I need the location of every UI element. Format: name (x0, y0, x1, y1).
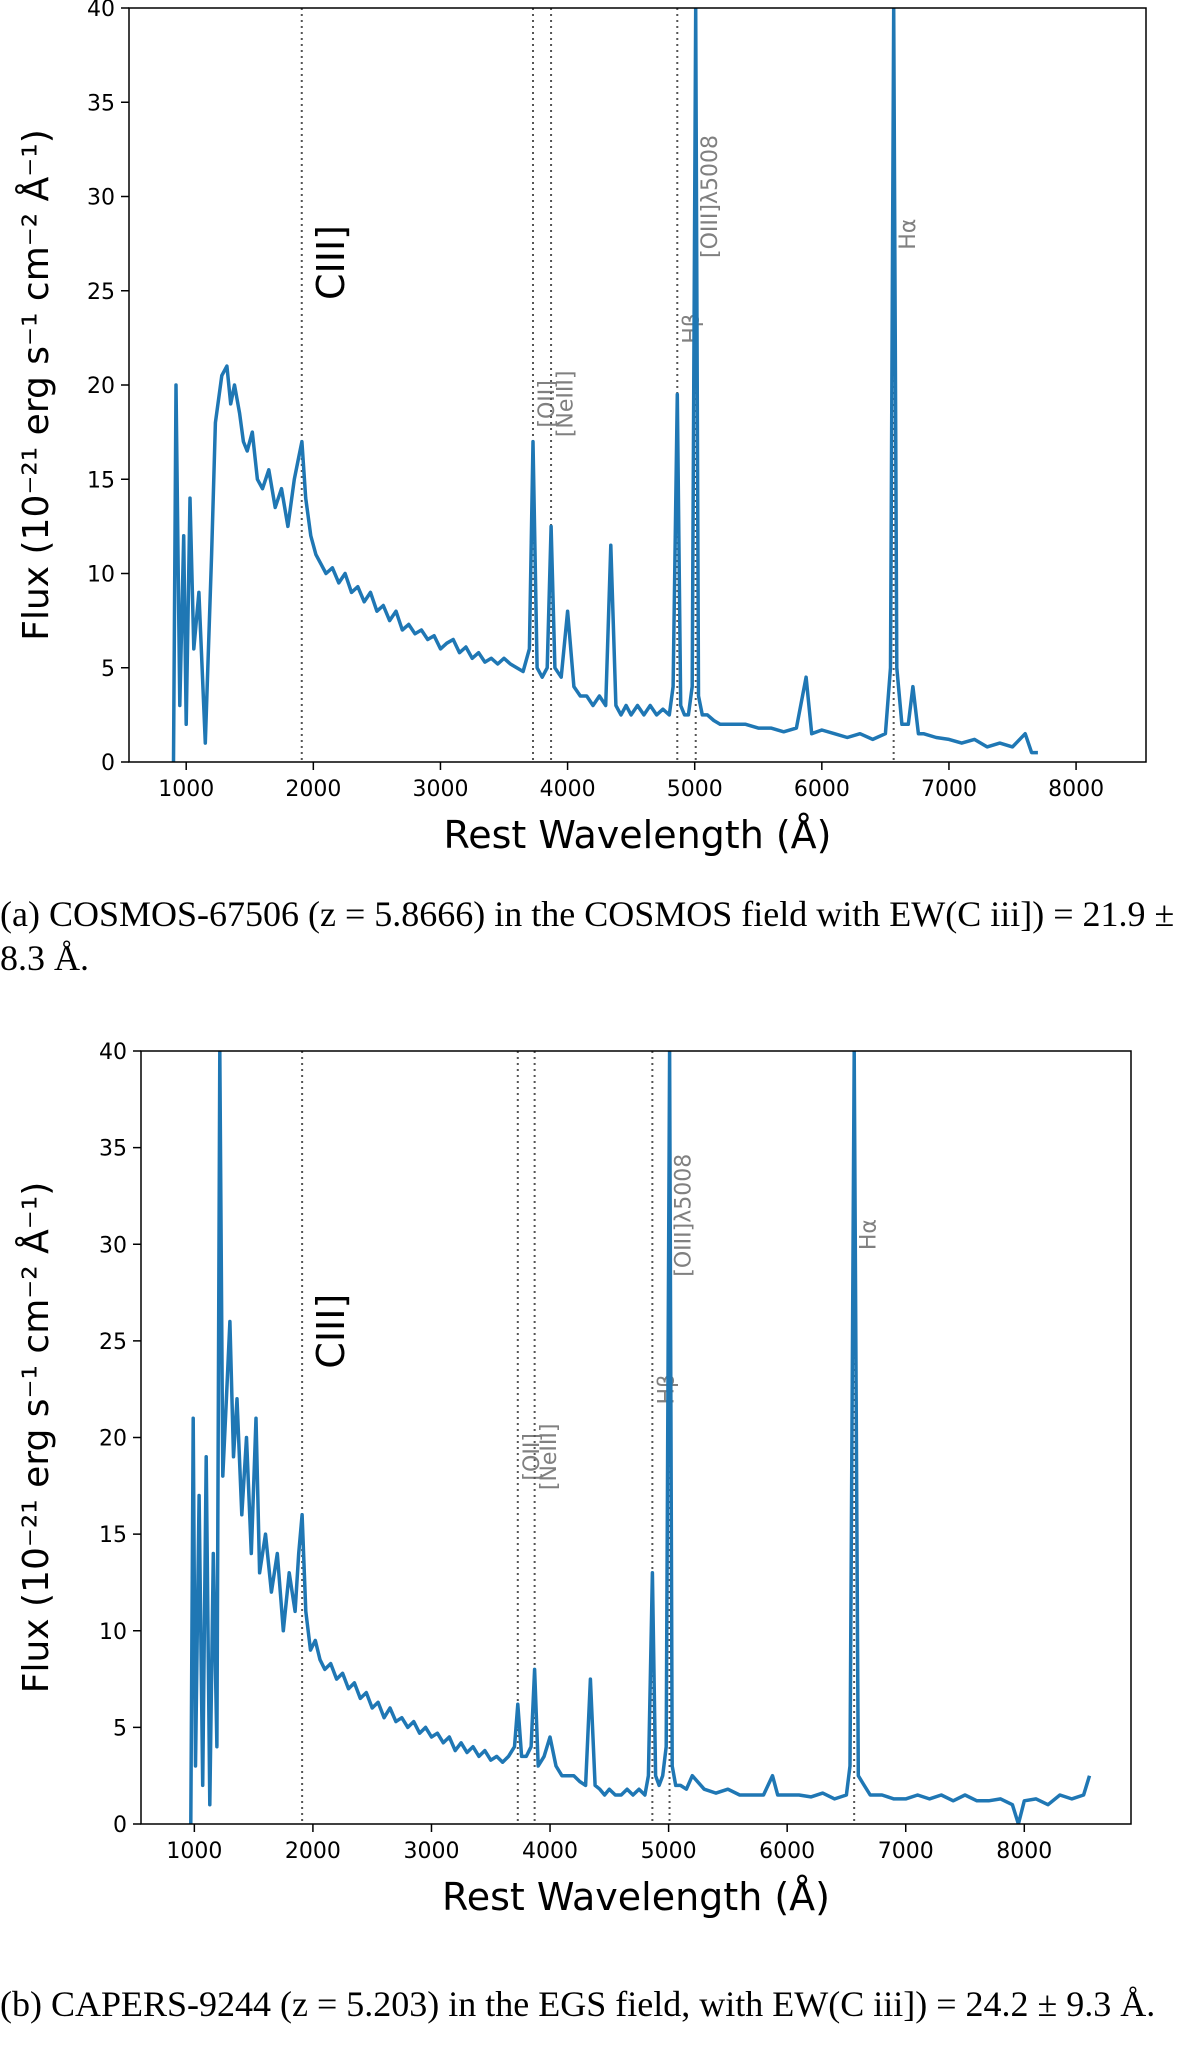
emission-line-label: Hα (896, 219, 921, 250)
emission-line-label: [NeIII] (553, 371, 578, 438)
spectrum-series-line (171, 8, 1038, 762)
y-tick-label: 35 (99, 1137, 127, 1162)
y-tick-label: 25 (99, 1330, 127, 1355)
y-tick-label: 15 (87, 468, 115, 493)
x-tick-label: 7000 (921, 777, 977, 802)
x-tick-label: 3000 (412, 777, 468, 802)
y-tick-label: 20 (87, 374, 115, 399)
x-tick-label: 7000 (878, 1839, 934, 1864)
y-tick-label: 5 (113, 1716, 127, 1741)
x-tick-label: 8000 (1048, 777, 1104, 802)
spectrum-series-line (189, 1051, 1092, 1824)
y-tick-label: 25 (87, 280, 115, 305)
emission-line-label: [NeIII] (537, 1424, 562, 1491)
y-tick-label: 30 (87, 186, 115, 211)
x-tick-label: 6000 (794, 777, 850, 802)
spectrum-chart-a: CIII] [OII][NeIII] Hβ [OIII]λ5008 Hα 1000 2000… (14, 0, 1147, 857)
emission-line-label: [OII] (520, 1433, 545, 1480)
spectrum-panel-b: CIII] [OII] [NeIII] Hβ [OIII]λ5008 Hα 1000 2000… (0, 1040, 1200, 2070)
y-tick-label: 15 (99, 1523, 127, 1548)
emission-line-label: Hβ (679, 313, 704, 344)
y-tick-label: 40 (99, 1040, 127, 1065)
caption-a: (a) COSMOS-67506 (z = 5.8666) in the COS… (0, 894, 1175, 978)
emission-line-label: [OIII]λ5008 (672, 1154, 697, 1277)
y-axis-label: Flux (10⁻²¹ erg s⁻¹ cm⁻² Å⁻¹) (14, 1182, 57, 1694)
y-tick-label: 35 (87, 91, 115, 116)
y-tick-label: 10 (87, 563, 115, 588)
emission-line-label: Hα (856, 1219, 881, 1250)
x-tick-label: 4000 (522, 1839, 578, 1864)
x-tick-label: 1000 (166, 1839, 222, 1864)
emission-line-label: CIII] (309, 1294, 353, 1369)
x-tick-label: 8000 (996, 1839, 1052, 1864)
spectrum-panel-a: CIII] [OII] [NeIII] Hβ [OIII]λ5008 Hα 1000 2000… (0, 0, 1175, 978)
x-axis-label: Rest Wavelength (Å) (442, 1875, 830, 1919)
x-tick-label: 5000 (667, 777, 723, 802)
x-tick-label: 3000 (403, 1839, 459, 1864)
x-tick-label: 6000 (759, 1839, 815, 1864)
y-tick-label: 20 (99, 1427, 127, 1452)
y-tick-label: 5 (101, 657, 115, 682)
x-tick-label: 5000 (641, 1839, 697, 1864)
x-tick-label: 4000 (540, 777, 596, 802)
emission-line-label: [OIII]λ5008 (698, 135, 723, 258)
emission-line-label: [OII] (535, 380, 560, 427)
y-tick-label: 40 (87, 0, 115, 22)
y-tick-label: 0 (101, 751, 115, 776)
y-tick-label: 0 (113, 1813, 127, 1838)
x-tick-label: 2000 (285, 1839, 341, 1864)
y-tick-label: 30 (99, 1233, 127, 1258)
axes-frame (140, 1050, 1132, 1825)
emission-line-label: CIII] (309, 225, 353, 300)
x-tick-label: 1000 (158, 777, 214, 802)
x-tick-label: 2000 (285, 777, 341, 802)
axes-frame (128, 7, 1147, 763)
y-axis-label: Flux (10⁻²¹ erg s⁻¹ cm⁻² Å⁻¹) (14, 129, 57, 641)
caption-b: (b) CAPERS-9244 (z = 5.203) in the EGS f… (0, 1984, 1156, 2024)
x-axis-label: Rest Wavelength (Å) (444, 813, 832, 857)
y-tick-label: 10 (99, 1620, 127, 1645)
